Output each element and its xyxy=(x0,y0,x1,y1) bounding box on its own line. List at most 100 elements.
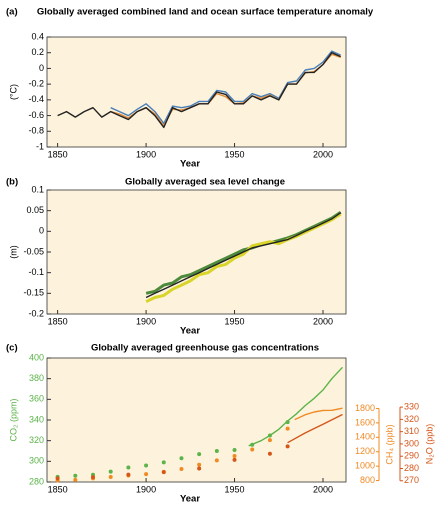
y-tick-label: 0.1 xyxy=(31,184,44,194)
y-tick-label: 300 xyxy=(29,456,44,466)
y3-tick-label: 310 xyxy=(404,426,419,436)
data-line xyxy=(57,52,341,129)
y3-tick-label: 320 xyxy=(404,414,419,424)
y-tick-label: 0.2 xyxy=(31,47,44,57)
plot-area xyxy=(46,36,347,148)
y3-tick-label: 270 xyxy=(404,475,419,485)
y2-tick-label: 1000 xyxy=(355,461,375,471)
y-axis-label: (m) xyxy=(8,245,18,259)
data-point xyxy=(214,449,219,453)
y-tick-label: 380 xyxy=(29,373,44,383)
x-axis-label: Year xyxy=(180,159,200,170)
data-point xyxy=(126,472,131,477)
y-tick-label: -0.8 xyxy=(28,126,44,136)
data-point xyxy=(73,477,78,482)
data-point xyxy=(232,457,237,462)
x-tick-label: 1950 xyxy=(225,316,245,326)
x-tick-label: 1850 xyxy=(48,484,68,494)
x-axis-label: Year xyxy=(180,494,200,505)
data-point xyxy=(197,462,202,467)
y-tick-label: 0.4 xyxy=(31,31,44,41)
data-line xyxy=(110,50,341,125)
y-tick-label: 0 xyxy=(39,226,44,236)
y-tick-label: 0.05 xyxy=(26,205,44,215)
y-tick-label: -0.15 xyxy=(23,288,44,298)
x-tick-label: 2000 xyxy=(313,484,333,494)
data-point xyxy=(232,454,237,459)
data-line xyxy=(287,413,343,444)
data-point xyxy=(108,469,113,474)
data-line xyxy=(145,212,342,299)
data-point xyxy=(214,458,219,463)
data-point xyxy=(267,451,272,456)
x-tick-label: 1850 xyxy=(48,149,68,159)
y-tick-label: 320 xyxy=(29,435,44,445)
data-point xyxy=(126,465,131,470)
y-axis-label: CO₂ (ppm) xyxy=(8,399,18,442)
data-point xyxy=(73,473,78,478)
y-tick-label: -0.4 xyxy=(28,94,44,104)
data-point xyxy=(285,444,290,449)
panel-label: (a) xyxy=(6,7,18,18)
panel-label: (c) xyxy=(6,343,18,354)
y2-tick-label: 1800 xyxy=(355,403,375,413)
y2-tick-label: 800 xyxy=(360,475,375,485)
x-tick-label: 2000 xyxy=(313,316,333,326)
panel-title: Globally averaged combined land and ocea… xyxy=(37,7,374,18)
y2-axis-label: CH₄ (ppb) xyxy=(384,424,394,464)
y-tick-label: 0 xyxy=(39,63,44,73)
data-line xyxy=(145,212,342,303)
panel-title: Globally averaged greenhouse gas concent… xyxy=(91,343,319,354)
plot-area xyxy=(46,357,347,483)
y3-tick-label: 290 xyxy=(404,451,419,461)
y-tick-label: -0.1 xyxy=(28,267,44,277)
y3-tick-label: 280 xyxy=(404,463,419,473)
y-tick-label: 360 xyxy=(29,394,44,404)
x-tick-label: 1950 xyxy=(225,484,245,494)
x-tick-label: 1900 xyxy=(136,316,156,326)
data-point xyxy=(161,470,166,475)
y2-tick-label: 1200 xyxy=(355,446,375,456)
panel-label: (b) xyxy=(6,177,18,188)
x-tick-label: 1900 xyxy=(136,149,156,159)
y3-axis-label: N₂O (ppb) xyxy=(424,424,434,465)
data-point xyxy=(179,456,184,461)
y2-tick-label: 1400 xyxy=(355,432,375,442)
y-tick-label: -0.05 xyxy=(23,246,44,256)
data-point xyxy=(232,447,237,452)
plot-area xyxy=(46,189,347,315)
y-tick-label: -0.2 xyxy=(28,308,44,318)
x-tick-label: 1900 xyxy=(136,484,156,494)
y3-tick-label: 330 xyxy=(404,401,419,411)
panel-title: Globally averaged sea level change xyxy=(125,177,285,188)
data-point xyxy=(285,426,290,431)
data-line xyxy=(294,407,343,421)
y3-tick-label: 300 xyxy=(404,438,419,448)
data-line xyxy=(248,366,344,447)
data-point xyxy=(55,476,60,481)
x-tick-label: 2000 xyxy=(313,149,333,159)
data-point xyxy=(161,460,166,465)
x-tick-label: 1950 xyxy=(225,149,245,159)
y2-tick-label: 1600 xyxy=(355,417,375,427)
data-point xyxy=(144,463,149,468)
y-tick-label: 340 xyxy=(29,414,44,424)
y-tick-label: 280 xyxy=(29,476,44,486)
data-line xyxy=(145,211,342,295)
data-point xyxy=(250,447,255,452)
y-axis-label: (°C) xyxy=(8,84,18,100)
data-point xyxy=(197,466,202,471)
y-tick-label: -1 xyxy=(36,141,44,151)
data-point xyxy=(91,475,95,480)
data-point xyxy=(108,474,113,479)
x-tick-label: 1850 xyxy=(48,316,68,326)
data-point xyxy=(144,472,149,477)
data-point xyxy=(179,467,184,472)
data-point xyxy=(197,452,202,457)
y-tick-label: -0.6 xyxy=(28,110,44,120)
data-point xyxy=(267,438,272,443)
x-axis-label: Year xyxy=(180,326,200,337)
y-tick-label: -0.2 xyxy=(28,79,44,89)
y-tick-label: 400 xyxy=(29,352,44,362)
